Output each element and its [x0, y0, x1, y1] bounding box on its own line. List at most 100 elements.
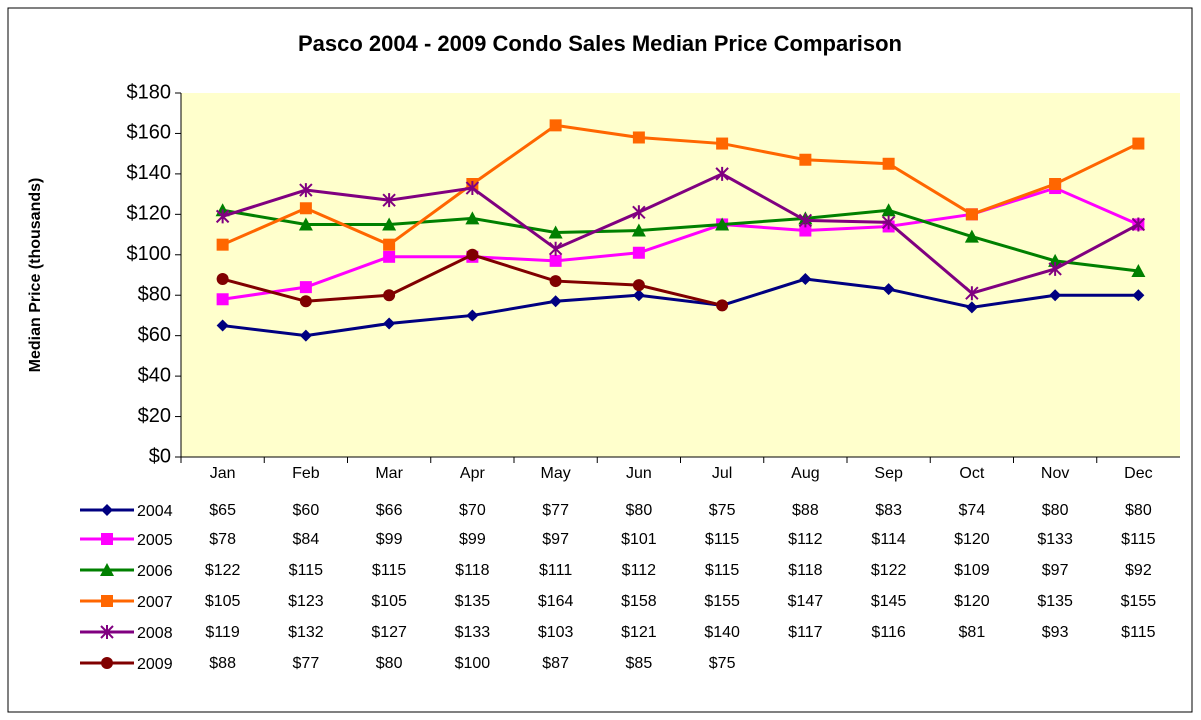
marker [549, 275, 562, 288]
table-cell: $101 [621, 531, 657, 548]
marker [1131, 217, 1146, 232]
marker [1049, 289, 1062, 302]
table-cell: $84 [293, 531, 320, 548]
x-tick-label: Jan [210, 465, 236, 482]
table-cell: $118 [788, 562, 823, 579]
marker [216, 293, 229, 306]
y-tick-label: $0 [149, 445, 171, 467]
plot-area [181, 93, 1180, 457]
table-cell: $78 [209, 531, 236, 548]
marker [1049, 178, 1062, 190]
x-tick-label: Jul [712, 465, 732, 482]
table-cell: $105 [205, 593, 241, 610]
marker [632, 289, 645, 302]
marker [382, 193, 396, 208]
table-cell: $115 [705, 562, 740, 579]
marker [216, 238, 229, 251]
marker [383, 238, 396, 251]
marker [215, 209, 230, 224]
table-cell: $80 [1125, 502, 1152, 519]
y-tick-label: $20 [138, 405, 171, 427]
legend-label: 2009 [137, 656, 173, 673]
marker [549, 254, 562, 267]
marker [632, 131, 645, 144]
table-cell: $87 [542, 655, 569, 672]
marker [101, 595, 113, 607]
marker [548, 225, 563, 239]
marker [548, 241, 563, 256]
marker [383, 317, 396, 330]
table-cell: $100 [455, 655, 491, 672]
marker [465, 211, 480, 225]
table-cell: $111 [539, 562, 572, 579]
x-tick-label: Mar [375, 465, 403, 482]
table-cell: $120 [954, 531, 990, 548]
table-cell: $85 [626, 655, 653, 672]
x-tick-label: Nov [1041, 465, 1069, 482]
table-cell: $122 [205, 562, 241, 579]
marker [1132, 137, 1145, 150]
table-cell: $97 [1042, 562, 1069, 579]
marker [1048, 253, 1063, 267]
marker [631, 223, 646, 237]
table-cell: $88 [792, 502, 819, 519]
y-tick-label: $140 [127, 162, 172, 184]
marker [965, 286, 979, 301]
table-cell: $140 [704, 624, 740, 641]
table-cell: $70 [459, 502, 486, 519]
legend-label: 2007 [137, 594, 173, 611]
table-cell: $115 [1121, 624, 1156, 641]
marker [881, 215, 896, 230]
table-cell: $83 [875, 502, 902, 519]
table-cell: $119 [205, 624, 240, 641]
table-cell: $88 [209, 655, 236, 672]
table-cell: $135 [455, 593, 491, 610]
table-cell: $115 [705, 531, 740, 548]
legend-label: 2008 [137, 625, 173, 642]
marker [798, 213, 813, 228]
marker [549, 295, 562, 308]
y-tick-label: $60 [138, 324, 171, 346]
marker [716, 299, 729, 312]
x-tick-label: Aug [791, 465, 819, 482]
table-cell: $77 [293, 655, 320, 672]
marker [882, 283, 895, 296]
marker [100, 625, 114, 639]
marker [382, 217, 397, 231]
table-cell: $81 [959, 624, 986, 641]
marker [799, 153, 812, 166]
table-cell: $115 [372, 562, 407, 579]
table-cell: $115 [289, 562, 324, 579]
table-cell: $60 [293, 502, 320, 519]
table-cell: $127 [371, 624, 407, 641]
table-cell: $145 [871, 593, 907, 610]
chart-title: Pasco 2004 - 2009 Condo Sales Median Pri… [298, 31, 902, 56]
marker [383, 250, 396, 263]
marker [965, 301, 978, 314]
table-cell: $122 [871, 562, 907, 579]
table-cell: $115 [1121, 531, 1156, 548]
x-tick-label: Sep [874, 465, 903, 482]
table-cell: $66 [376, 502, 403, 519]
table-cell: $116 [871, 624, 906, 641]
table-cell: $123 [288, 593, 324, 610]
marker [298, 217, 313, 231]
y-tick-label: $100 [127, 243, 172, 265]
x-tick-label: May [541, 465, 571, 482]
marker [716, 137, 729, 150]
marker [101, 533, 113, 545]
x-tick-label: Oct [959, 465, 984, 482]
table-cell: $99 [376, 531, 403, 548]
table-cell: $133 [1037, 531, 1073, 548]
table-cell: $147 [788, 593, 824, 610]
table-cell: $132 [288, 624, 324, 641]
table-cell: $114 [871, 531, 906, 548]
marker [101, 504, 113, 516]
y-tick-label: $180 [127, 81, 172, 103]
table-cell: $164 [538, 593, 574, 610]
marker [882, 157, 895, 170]
table-cell: $97 [542, 531, 569, 548]
marker [549, 119, 562, 132]
marker [1131, 263, 1146, 277]
marker [299, 329, 312, 342]
